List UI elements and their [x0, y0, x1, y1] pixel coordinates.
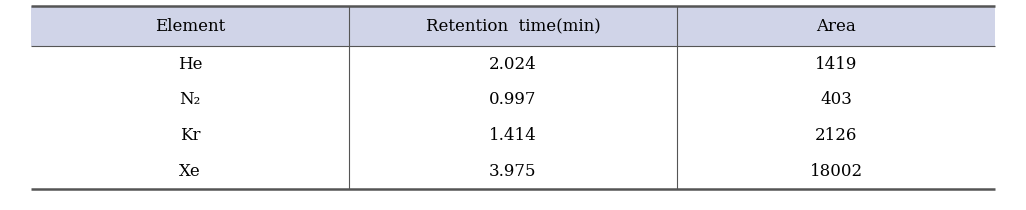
Text: 1419: 1419 [815, 56, 858, 73]
Text: Element: Element [155, 18, 225, 35]
Text: 1.414: 1.414 [489, 127, 537, 144]
Text: Area: Area [817, 18, 856, 35]
Text: N₂: N₂ [180, 91, 200, 108]
Text: Retention  time(min): Retention time(min) [426, 18, 600, 35]
Text: 2126: 2126 [815, 127, 858, 144]
Text: 2.024: 2.024 [489, 56, 537, 73]
Bar [31, 6, 995, 46]
Text: 3.975: 3.975 [489, 163, 537, 180]
Text: 18002: 18002 [810, 163, 863, 180]
Text: He: He [177, 56, 202, 73]
Text: Xe: Xe [180, 163, 201, 180]
Text: 0.997: 0.997 [489, 91, 537, 108]
Text: Kr: Kr [180, 127, 200, 144]
Text: 403: 403 [820, 91, 852, 108]
